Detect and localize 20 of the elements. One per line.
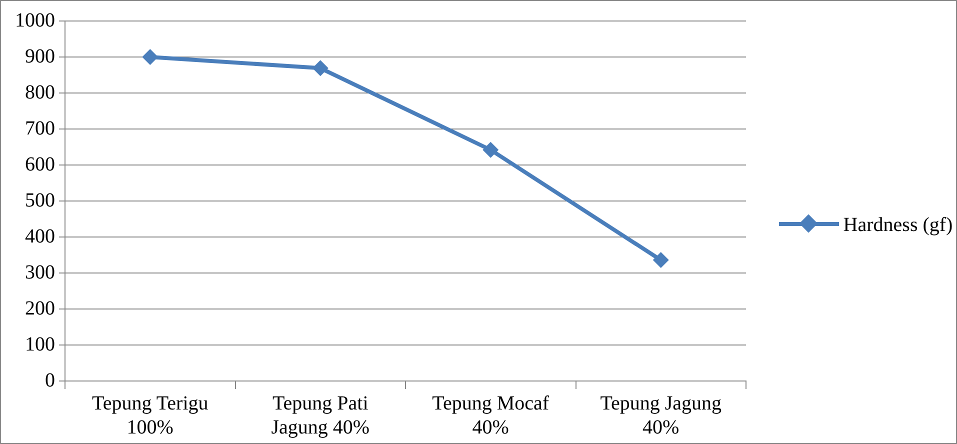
y-tick-label: 100: [25, 333, 55, 356]
y-tick-label: 200: [25, 297, 55, 320]
y-tick-label: 900: [25, 45, 55, 68]
point: [312, 60, 328, 76]
x-tick-label: Tepung Mocaf 40%: [432, 392, 550, 438]
y-tick-label: 400: [25, 225, 55, 248]
y-tick-label: 700: [25, 117, 55, 140]
x-tick-label: Tepung Jagung 40%: [600, 392, 722, 438]
legend-label: Hardness (gf): [843, 213, 953, 237]
y-tick-label: 1000: [15, 9, 55, 32]
point: [142, 49, 158, 65]
point: [652, 252, 669, 268]
x-tick-label: Tepung Terigu 100%: [92, 392, 208, 438]
y-tick-label: 800: [25, 81, 55, 104]
x-tick-label: Tepung Pati Jagung 40%: [271, 392, 370, 438]
point: [482, 142, 499, 158]
y-tick-label: 0: [45, 369, 55, 392]
y-tick-label: 300: [25, 261, 55, 284]
y-tick-label: 600: [25, 153, 55, 176]
y-tick-label: 500: [25, 189, 55, 212]
